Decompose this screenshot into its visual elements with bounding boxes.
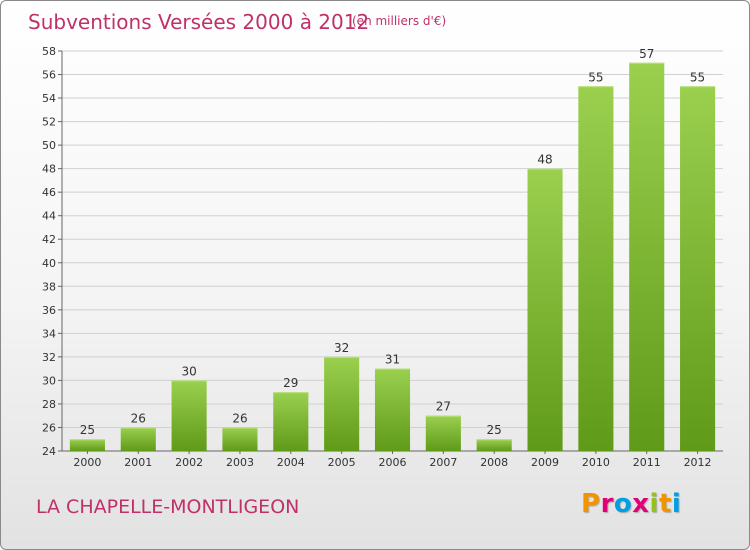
logo-letter: P [581,489,601,519]
y-tick-label: 40 [42,257,56,270]
bar-2001 [120,427,156,451]
y-tick-label: 42 [42,233,56,246]
data-label: 25 [80,423,95,437]
x-tick-label: 2008 [480,456,508,469]
y-tick-label: 50 [42,139,56,152]
data-label: 57 [639,47,654,61]
y-tick-label: 46 [42,186,56,199]
y-tick-label: 38 [42,280,56,293]
x-tick-label: 2002 [175,456,203,469]
chart-unit-note: (en milliers d'€) [352,14,447,28]
proxiti-logo: Proxiti [581,489,681,519]
bar-2007 [425,415,461,451]
y-tick-label: 56 [42,69,56,82]
x-tick-label: 2001 [124,456,152,469]
chart-title: Subventions Versées 2000 à 2012 [28,10,370,34]
bar-2005 [324,356,360,451]
data-label: 29 [283,376,298,390]
x-tick-label: 2010 [582,456,610,469]
x-tick-label: 2003 [226,456,254,469]
data-label: 31 [385,353,400,367]
x-tick-label: 2005 [328,456,356,469]
bar-2010 [578,86,614,451]
y-tick-label: 54 [42,92,56,105]
bar-2008 [476,439,512,451]
town-name: LA CHAPELLE-MONTLIGEON [36,496,300,518]
logo-letter: o [613,489,633,519]
bar-2002 [171,380,207,451]
y-tick-label: 34 [42,327,56,340]
y-tick-label: 24 [42,445,56,458]
data-label: 55 [690,70,705,84]
x-tick-label: 2011 [633,456,661,469]
data-label: 25 [487,423,502,437]
logo-letter: i [649,489,659,519]
bar-2000 [69,439,105,451]
data-label: 30 [181,364,196,378]
x-tick-label: 2009 [531,456,559,469]
bar-2009 [527,168,563,451]
data-label: 32 [334,341,349,355]
bar-2012 [680,86,716,451]
bar-2011 [629,62,665,451]
logo-letter: i [671,489,682,519]
y-tick-label: 52 [42,116,56,129]
data-label: 26 [232,411,247,425]
x-tick-label: 2012 [684,456,712,469]
bar-2003 [222,427,258,451]
x-tick-label: 2007 [429,456,457,469]
logo-letter: t [658,489,672,519]
bars [69,62,716,451]
y-tick-label: 36 [42,304,56,317]
bar-2004 [273,392,309,451]
y-tick-label: 58 [42,45,56,58]
data-labels: 25 26 30 26 29 32 31 27 25 48 55 57 55 [80,47,705,437]
y-tick-label: 44 [42,210,56,223]
data-label: 55 [588,70,603,84]
y-tick-label: 32 [42,351,56,364]
x-tick-label: 2006 [379,456,407,469]
x-tick-label: 2004 [277,456,305,469]
data-label: 26 [131,411,146,425]
x-tick-label: 2000 [73,456,101,469]
data-label: 48 [537,153,552,167]
y-tick-label: 28 [42,398,56,411]
logo-letter: x [632,489,650,519]
data-label: 27 [436,400,451,414]
bar-2006 [374,368,411,451]
y-tick-label: 48 [42,163,56,176]
y-tick-label: 26 [42,421,56,434]
y-tick-label: 30 [42,374,56,387]
logo-letter: r [600,489,614,519]
